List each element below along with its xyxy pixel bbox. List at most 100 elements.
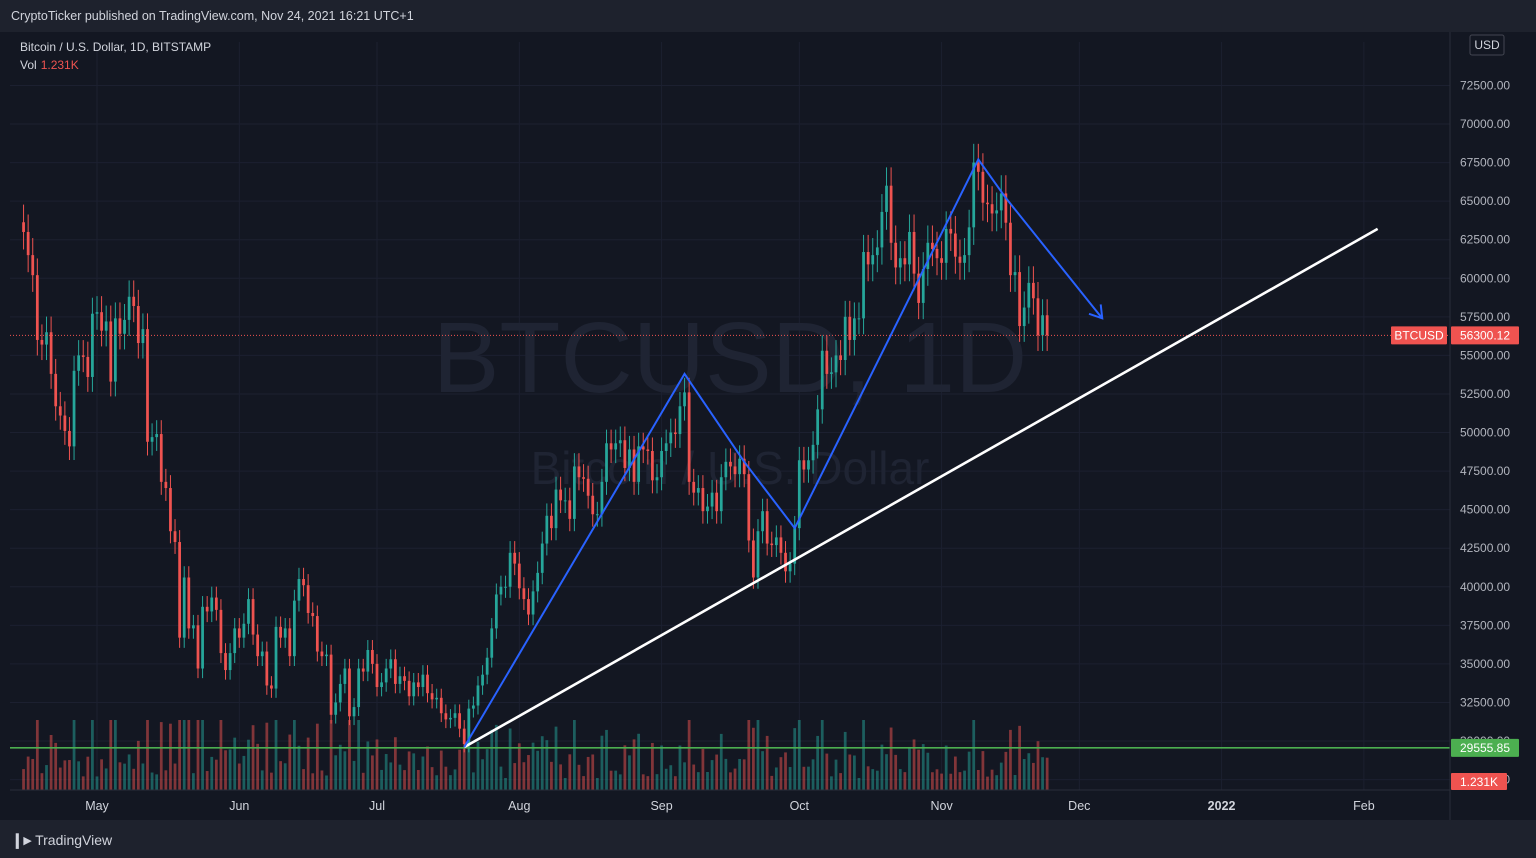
volume-bar	[439, 750, 443, 790]
volume-bar	[302, 769, 305, 790]
volume-bar	[453, 769, 457, 790]
candle-body	[141, 329, 145, 344]
candle-body	[444, 713, 448, 720]
volume-bar	[192, 773, 195, 790]
candle-body	[283, 628, 287, 638]
candle-body	[256, 634, 260, 657]
tradingview-icon: ❙▸	[11, 832, 32, 849]
volume-bar	[931, 772, 934, 790]
volume-bar	[816, 735, 820, 790]
y-tick-label: 35000.00	[1460, 657, 1510, 671]
price-chart[interactable]: BTCUSD, 1D Bitcoin / U.S. Dollar 27500.0…	[0, 32, 1536, 820]
volume-bar	[49, 734, 53, 790]
candle-body	[724, 461, 728, 478]
candle-body	[205, 606, 209, 612]
volume-bar	[788, 767, 792, 790]
volume-bar	[421, 756, 425, 790]
volume-bar	[86, 756, 90, 790]
volume-bar	[141, 763, 145, 790]
candle-body	[384, 668, 388, 683]
candle-body	[687, 392, 691, 482]
volume-bar	[545, 740, 549, 790]
volume-bar	[1018, 725, 1022, 790]
candle-body	[797, 460, 801, 529]
volume-bar	[742, 759, 746, 790]
y-tick-label: 32500.00	[1460, 695, 1510, 709]
volume-bar	[935, 769, 939, 790]
candle-body	[265, 651, 269, 686]
candle-body	[494, 594, 498, 629]
volume-bar	[357, 720, 361, 790]
candle-body	[609, 443, 613, 450]
volume-bar	[361, 772, 365, 790]
volume-bar	[1013, 775, 1017, 790]
volume-bar	[747, 720, 751, 790]
volume-bar	[426, 746, 429, 790]
volume-bar	[967, 751, 971, 790]
volume-bar	[940, 773, 943, 790]
candle-body	[618, 440, 622, 444]
candle-body	[572, 466, 576, 519]
volume-bar	[536, 750, 540, 790]
tradingview-logo[interactable]: ❙▸ TradingView	[11, 831, 112, 849]
volume-bar	[462, 748, 466, 790]
candle-body	[696, 488, 700, 493]
volume-bar	[389, 762, 393, 790]
volume-bar	[664, 768, 668, 790]
candle-body	[646, 449, 650, 452]
candle-body	[1013, 272, 1017, 276]
candle-body	[136, 306, 140, 344]
volume-bar	[219, 720, 223, 790]
volume-bar	[444, 766, 448, 790]
volume-bar	[159, 722, 163, 790]
volume-bar	[334, 755, 338, 790]
volume-bar	[683, 762, 686, 790]
candle-body	[733, 466, 737, 475]
candle-body	[830, 372, 833, 374]
volume-bar	[1041, 757, 1044, 790]
volume-bar	[807, 766, 810, 790]
y-tick-label: 70000.00	[1460, 117, 1510, 131]
candle-body	[875, 247, 879, 256]
volume-bar	[830, 776, 833, 790]
volume-bar	[95, 776, 99, 790]
candle-body	[485, 657, 489, 675]
candle-body	[623, 440, 627, 468]
candle-body	[292, 600, 296, 657]
candle-body	[49, 332, 53, 374]
candle-body	[421, 674, 425, 688]
volume-bar	[118, 762, 122, 790]
volume-bar	[852, 755, 856, 790]
candle-body	[839, 355, 842, 361]
pattern-arrowhead	[1088, 304, 1104, 320]
candle-body	[224, 653, 227, 671]
volume-bar	[412, 753, 416, 790]
candle-body	[22, 222, 25, 232]
candle-body	[999, 193, 1003, 211]
volume-bar	[113, 720, 117, 790]
candle-body	[972, 162, 976, 228]
x-tick-label: May	[85, 799, 109, 813]
candle-body	[595, 514, 599, 516]
candle-body	[582, 477, 585, 479]
candle-body	[329, 654, 333, 715]
volume-bar	[375, 739, 379, 790]
candle-body	[655, 477, 659, 481]
volume-bar	[311, 773, 315, 790]
candle-body	[536, 572, 540, 592]
candle-body	[348, 668, 351, 717]
volume-bar	[862, 720, 865, 790]
candle-body	[375, 663, 379, 688]
volume-bar	[494, 724, 498, 790]
volume-bar	[325, 775, 328, 790]
candle-body	[173, 531, 177, 543]
candle-body	[467, 708, 471, 745]
candle-body	[967, 227, 971, 256]
support-price-value: 29555.85	[1460, 741, 1510, 755]
volume-bar	[834, 759, 838, 790]
candle-body	[862, 252, 865, 319]
volume-bar	[618, 774, 622, 790]
volume-bar	[926, 752, 930, 790]
candle-body	[389, 659, 393, 669]
candle-body	[527, 599, 530, 615]
